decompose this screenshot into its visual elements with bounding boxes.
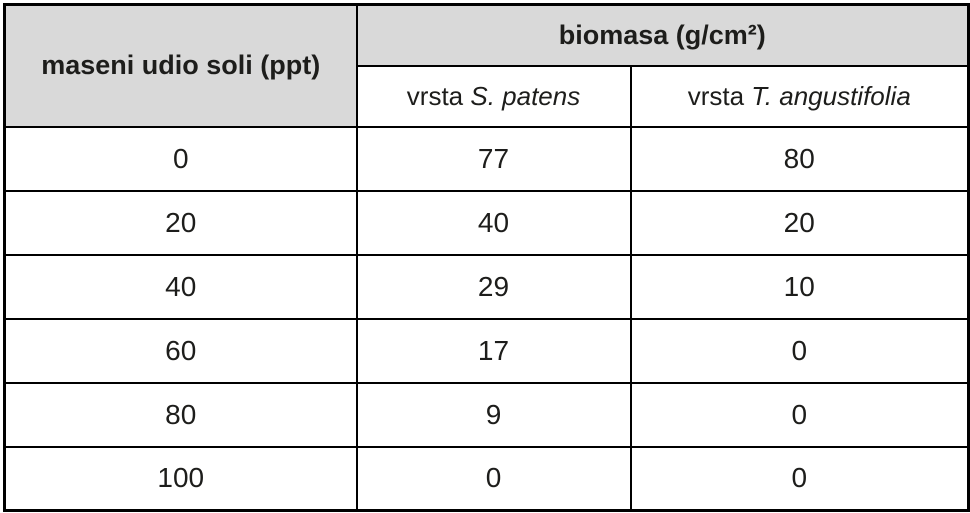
cell-t-angustifolia-0: 80 — [629, 125, 970, 192]
cell-t-angustifolia-2: 10 — [629, 253, 970, 320]
cell-salt-0: 0 — [3, 125, 358, 192]
table-row: 40 29 10 — [3, 253, 970, 320]
cell-s-patens-4: 9 — [355, 381, 632, 448]
cell-salt-3: 60 — [3, 317, 358, 384]
cell-salt-4: 80 — [3, 381, 358, 448]
species-name-s-patens: S. patens — [470, 80, 581, 111]
cell-s-patens-2: 29 — [355, 253, 632, 320]
species-prefix-label: vrsta — [687, 80, 745, 111]
table-row: 80 9 0 — [3, 381, 970, 448]
column-header-salt-fraction: maseni udio soli (ppt) — [3, 3, 358, 128]
cell-salt-5: 100 — [3, 445, 358, 512]
cell-t-angustifolia-1: 20 — [629, 189, 970, 256]
table-row: 100 0 0 — [3, 445, 970, 512]
header-row-species: vrsta S. patens vrsta T. angustifolia — [5, 64, 970, 128]
species-name-t-angustifolia: T. angustifolia — [751, 80, 911, 111]
cell-s-patens-5: 0 — [355, 445, 632, 512]
header-row-group: maseni udio soli (ppt) biomasa (g/cm²) — [3, 3, 970, 128]
column-group-header-biomass: biomasa (g/cm²) — [355, 3, 970, 67]
cell-s-patens-3: 17 — [355, 317, 632, 384]
cell-t-angustifolia-3: 0 — [629, 317, 970, 384]
table-row: 0 77 80 — [3, 125, 970, 192]
species-prefix-label: vrsta — [406, 80, 464, 111]
cell-salt-1: 20 — [3, 189, 358, 256]
column-header-species-t-angustifolia: vrsta T. angustifolia — [629, 64, 970, 128]
biomass-salinity-table: maseni udio soli (ppt) biomasa (g/cm²) v… — [3, 3, 970, 512]
cell-s-patens-1: 40 — [355, 189, 632, 256]
column-header-species-s-patens: vrsta S. patens — [355, 64, 632, 128]
table-row: 20 40 20 — [3, 189, 970, 256]
cell-salt-2: 40 — [3, 253, 358, 320]
table-row: 60 17 0 — [3, 317, 970, 384]
cell-t-angustifolia-4: 0 — [629, 381, 970, 448]
cell-s-patens-0: 77 — [355, 125, 632, 192]
cell-t-angustifolia-5: 0 — [629, 445, 970, 512]
